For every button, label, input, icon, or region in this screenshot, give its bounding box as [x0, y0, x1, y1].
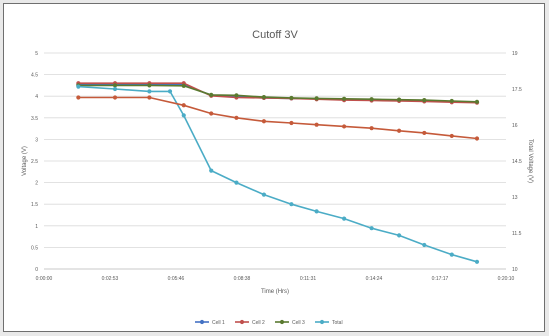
y2-tick-label: 14.5 [512, 159, 522, 165]
data-point [342, 216, 347, 221]
data-point [147, 89, 152, 94]
data-point [449, 252, 454, 257]
data-point [369, 97, 374, 102]
y-tick-label: 5 [35, 51, 38, 57]
legend-label: Cell 1 [212, 320, 225, 326]
series-line [78, 84, 478, 103]
x-tick-label: 0:20:10 [498, 276, 515, 282]
y2-tick-label: 19 [512, 51, 518, 57]
data-point [422, 130, 427, 136]
data-point [396, 97, 402, 102]
data-point [474, 259, 480, 264]
y2-tick-label: 16 [512, 123, 518, 129]
x-tick-label: 0:11:31 [300, 276, 317, 282]
y-tick-label: 2.5 [31, 159, 38, 165]
y2-tick-label: 10 [512, 267, 518, 273]
legend-item: Cell 1 [195, 319, 225, 326]
data-point [76, 95, 81, 100]
data-point [181, 113, 186, 118]
data-point [369, 126, 374, 131]
legend-label: Cell 3 [292, 320, 305, 326]
data-point [474, 136, 480, 141]
data-point [289, 202, 294, 207]
data-point [234, 115, 239, 120]
data-point [112, 86, 118, 92]
legend-swatch-marker [239, 319, 245, 325]
data-point [209, 168, 214, 173]
data-point [181, 103, 186, 108]
data-point [369, 226, 374, 231]
y-tick-label: 3 [35, 137, 38, 143]
data-point [396, 233, 402, 238]
chart-title: Cutoff 3V [252, 29, 298, 41]
x-tick-label: 0:17:17 [432, 276, 449, 282]
y-tick-label: 3.5 [31, 116, 38, 122]
x-tick-label: 0:05:46 [168, 276, 185, 282]
data-point [314, 96, 319, 101]
data-point [314, 122, 319, 127]
y2-tick-label: 17.5 [512, 87, 522, 93]
x-tick-label: 0:14:24 [366, 276, 383, 282]
series-total [76, 84, 480, 264]
data-point [181, 83, 186, 88]
data-point [147, 95, 152, 100]
y-tick-label: 4.5 [31, 73, 38, 79]
legend-item: Total [315, 319, 343, 326]
data-point [396, 128, 402, 133]
data-point [289, 120, 294, 126]
y-tick-label: 1.5 [31, 202, 38, 208]
data-point [234, 93, 239, 98]
y2-tick-label: 11.5 [512, 231, 522, 237]
legend-swatch-marker [319, 319, 325, 325]
data-point [314, 209, 319, 214]
y2-axis-label: Total Voltage (V) [527, 139, 533, 183]
data-point [474, 99, 480, 104]
data-point [449, 133, 454, 139]
data-point [147, 83, 152, 88]
x-tick-label: 0:00:00 [36, 276, 53, 282]
data-point [342, 124, 347, 129]
legend-label: Total [332, 320, 343, 326]
series-line [78, 85, 478, 263]
legend-swatch-marker [279, 319, 285, 325]
data-point [422, 242, 427, 248]
data-point [422, 97, 427, 103]
chart-svg: 00.511.522.533.544.551011.51314.51617.51… [22, 29, 533, 326]
data-point [234, 180, 239, 185]
data-point [289, 95, 294, 101]
data-point [209, 92, 214, 98]
data-point [342, 96, 347, 101]
y-tick-label: 2 [35, 181, 38, 187]
y-tick-label: 0 [35, 267, 38, 273]
legend-item: Cell 3 [275, 319, 305, 326]
data-point [112, 95, 118, 100]
data-point [449, 98, 454, 104]
y-tick-label: 4 [35, 94, 38, 100]
legend-swatch-marker [199, 319, 205, 325]
y-tick-label: 0.5 [31, 245, 38, 251]
data-point [76, 84, 81, 89]
data-point [261, 119, 267, 124]
x-tick-label: 0:08:38 [234, 276, 251, 282]
legend: Cell 1 Cell 2 Cell 3 Total [195, 319, 343, 326]
x-axis-label: Time (Hrs) [261, 289, 289, 295]
series-cell-3 [76, 83, 480, 104]
legend-item: Cell 2 [235, 319, 265, 326]
chart-frame: 0 0.5 1 1.5 2 2.5 3 3.5 4 4.5 5 10 11.5 13 14.5 16 17.5 1… [3, 3, 545, 332]
data-point [167, 89, 173, 94]
series-unnamed [76, 95, 480, 141]
legend-label: Cell 2 [252, 320, 265, 326]
data-point [261, 192, 267, 197]
y2-tick-label: 13 [512, 195, 518, 201]
data-point [261, 94, 267, 100]
y-axis-label: Voltage (V) [22, 146, 28, 176]
data-point [112, 83, 118, 88]
x-tick-label: 0:02:53 [102, 276, 119, 282]
y-tick-label: 1 [35, 224, 38, 230]
data-point [209, 111, 214, 116]
